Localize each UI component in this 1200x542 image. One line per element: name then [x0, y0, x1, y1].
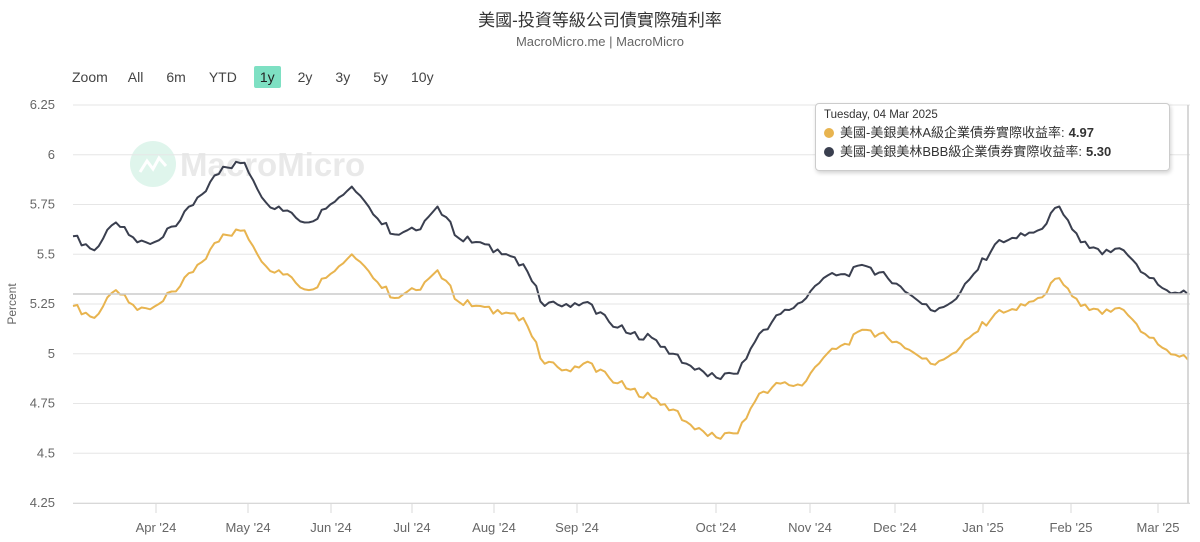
x-tick-label: Oct '24: [696, 520, 737, 535]
range-button-1y[interactable]: 1y: [253, 66, 281, 88]
range-button-6m[interactable]: 6m: [166, 69, 186, 85]
watermark-text: MacroMicro: [180, 146, 365, 183]
series-a-marker-icon: [824, 127, 834, 138]
x-tick-label: May '24: [225, 520, 270, 535]
tooltip-row-bbb: 美國-美銀美林BBB級企業債券實際收益率: 5.30: [824, 142, 1161, 161]
y-tick-label: 6.25: [30, 97, 55, 112]
range-selector: Zoom All 6m YTD 1y 2y 3y 5y 10y: [72, 66, 451, 88]
x-tick-label: Sep '24: [555, 520, 599, 535]
range-button-10y[interactable]: 10y: [411, 69, 434, 85]
y-tick-label: 5.25: [30, 296, 55, 311]
y-tick-label: 4.5: [37, 445, 55, 460]
y-tick-label: 6: [48, 147, 55, 162]
macromicro-logo-icon: [130, 141, 176, 187]
tooltip-value: 4.97: [1068, 125, 1094, 140]
trend-icon: [138, 155, 168, 173]
tooltip-value: 5.30: [1085, 144, 1112, 159]
y-tick-label: 5.5: [37, 246, 55, 261]
y-tick-label: 5.75: [30, 197, 55, 212]
chart-title: 美國-投資等級公司債實際殖利率: [478, 11, 722, 30]
y-axis-title: Percent: [5, 283, 19, 325]
x-tick-label: Feb '25: [1050, 520, 1093, 535]
range-button-3y[interactable]: 3y: [335, 69, 351, 85]
x-tick-label: Dec '24: [873, 520, 917, 535]
range-button-2y[interactable]: 2y: [297, 69, 313, 85]
series-bbb-line[interactable]: [72, 160, 1189, 381]
x-tick-label: Aug '24: [472, 520, 516, 535]
x-tick-label: Jan '25: [962, 520, 1004, 535]
series-lines: [72, 160, 1189, 440]
y-tick-label: 4.25: [30, 495, 55, 510]
tooltip-label: 美國-美銀美林BBB級企業債券實際收益率:: [840, 144, 1082, 159]
x-axis: Apr '24 May '24 Jun '24 Jul '24 Aug '24 Sep '…: [73, 503, 1190, 535]
x-tick-label: Mar '25: [1137, 520, 1180, 535]
zoom-label: Zoom: [72, 69, 108, 85]
tooltip-label: 美國-美銀美林A級企業債券實際收益率:: [840, 125, 1065, 140]
series-bbb-marker-icon: [824, 146, 834, 157]
tooltip-row-a: 美國-美銀美林A級企業債券實際收益率: 4.97: [824, 123, 1161, 142]
crosshair: [73, 105, 1190, 503]
x-tick-label: Jul '24: [393, 520, 430, 535]
range-button-all[interactable]: All: [127, 69, 144, 85]
tooltip-date: Tuesday, 04 Mar 2025: [824, 109, 938, 121]
y-axis: 4.25 4.5 4.75 5 5.25 5.5 5.75 6 6.25: [30, 97, 55, 510]
x-tick-label: Jun '24: [310, 520, 352, 535]
x-tick-label: Nov '24: [788, 520, 832, 535]
chart-subtitle: MacroMicro.me | MacroMicro: [515, 34, 685, 49]
x-tick-label: Apr '24: [136, 520, 177, 535]
macromicro-watermark: MacroMicro: [130, 141, 365, 187]
y-tick-label: 4.75: [30, 396, 55, 411]
range-button-5y[interactable]: 5y: [373, 69, 388, 85]
series-a-line[interactable]: [72, 228, 1189, 440]
range-button-ytd[interactable]: YTD: [208, 69, 237, 85]
y-tick-label: 5: [48, 346, 55, 361]
tooltip: Tuesday, 04 Mar 2025 美國-美銀美林A級企業債券實際收益率:…: [815, 103, 1170, 171]
